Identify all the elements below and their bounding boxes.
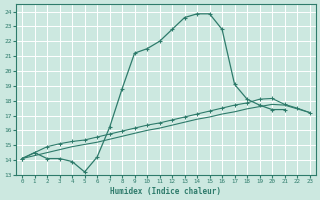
X-axis label: Humidex (Indice chaleur): Humidex (Indice chaleur) (110, 187, 221, 196)
